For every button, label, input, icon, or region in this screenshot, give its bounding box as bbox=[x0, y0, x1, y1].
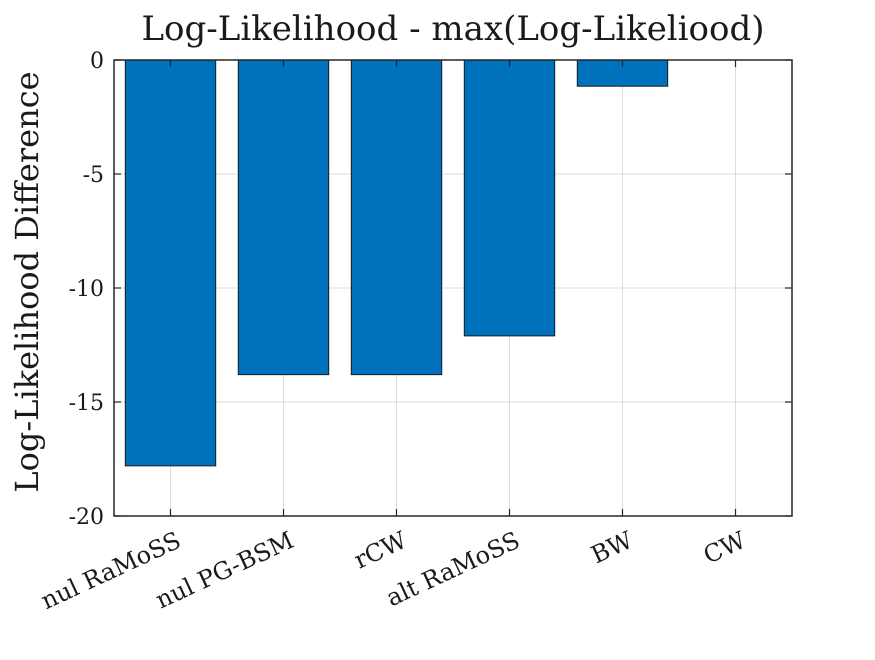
bar-rcw bbox=[350, 59, 443, 376]
bar-nul-pg-bsm bbox=[237, 59, 330, 376]
y-tick-labels: 0 -5 -10 -15 -20 bbox=[69, 49, 104, 530]
bars bbox=[124, 59, 669, 467]
x-tick-label: CW bbox=[699, 526, 750, 570]
x-tick-label: rCW bbox=[350, 526, 412, 575]
ticks bbox=[114, 59, 792, 517]
y-tick-label: -20 bbox=[69, 505, 104, 530]
y-axis-label: Log-Likelihood Difference bbox=[8, 71, 46, 492]
y-tick-label: 0 bbox=[90, 49, 104, 74]
chart-title: Log-Likelihood - max(Log-Likeliood) bbox=[141, 9, 764, 49]
bar-alt-ramoss bbox=[463, 59, 556, 337]
y-tick-label: -5 bbox=[83, 163, 104, 188]
bar-nul-ramoss bbox=[124, 59, 217, 467]
y-tick-label: -10 bbox=[69, 277, 104, 302]
y-tick-label: -15 bbox=[69, 391, 104, 416]
x-tick-label: BW bbox=[587, 526, 637, 569]
